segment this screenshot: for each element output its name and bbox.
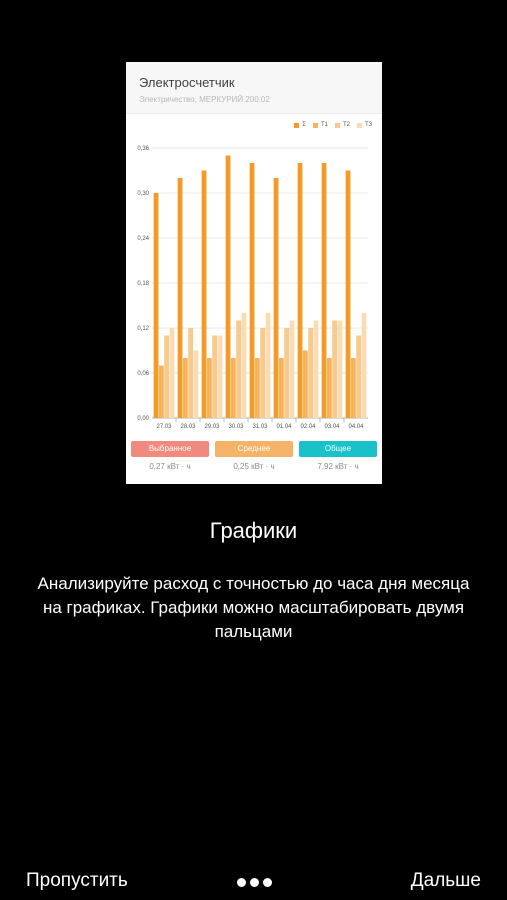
- legend-label-t1: T1: [320, 122, 328, 128]
- bar-sum: [345, 170, 351, 418]
- bar-sum: [225, 155, 231, 418]
- average-button[interactable]: Среднее: [215, 441, 293, 457]
- bar-t2: [284, 328, 290, 418]
- bar-t2: [188, 328, 194, 418]
- bar-t1: [326, 358, 332, 418]
- legend-swatch-sum: [294, 122, 300, 128]
- selected-value: 0,27 кВт · ч: [149, 462, 191, 471]
- selected-button[interactable]: Выбранное: [131, 441, 209, 457]
- x-tick-label: 27.03: [156, 424, 172, 430]
- legend-item-t2: T2: [334, 122, 350, 128]
- y-tick-label: 0,12: [137, 326, 149, 332]
- bar-t3: [313, 320, 319, 418]
- bar-t3: [169, 328, 175, 418]
- bar-t3: [289, 320, 295, 418]
- bar-t1: [182, 358, 188, 418]
- total-button[interactable]: Общее: [299, 441, 377, 457]
- bar-t2: [212, 335, 218, 418]
- consumption-chart[interactable]: 0,00 0,06 0,12 0,18 0,24 0,30 0,36 27.03 28.03 29…: [126, 114, 382, 436]
- bar-t1: [350, 358, 356, 418]
- bottom-navigation: Пропустить Дальше: [0, 866, 507, 896]
- stat-values: 0,27 кВт · ч 0,25 кВт · ч 7,92 кВт · ч: [131, 462, 377, 471]
- bar-t1: [206, 358, 212, 418]
- page-indicator: [237, 878, 272, 887]
- bar-t2: [332, 320, 338, 418]
- page-dot-1[interactable]: [237, 878, 246, 887]
- bar-sum: [321, 163, 327, 418]
- x-tick-label: 02.04: [300, 424, 316, 430]
- chart-legend: Σ T1 T2 T3: [294, 122, 372, 128]
- legend-swatch-t2: [334, 122, 340, 128]
- bar-sum: [273, 178, 279, 418]
- bar-t3: [265, 313, 271, 418]
- bar-t1: [278, 358, 284, 418]
- legend-item-sum: Σ: [294, 122, 306, 128]
- bar-t2: [356, 335, 362, 418]
- x-tick-label: 04.04: [348, 424, 364, 430]
- bar-sum: [249, 163, 255, 418]
- bar-sum: [201, 170, 207, 418]
- x-tick-label: 03.04: [324, 424, 340, 430]
- page-dot-3[interactable]: [263, 878, 272, 887]
- skip-button[interactable]: Пропустить: [26, 870, 128, 891]
- bar-t3: [337, 320, 343, 418]
- page-dot-2[interactable]: [250, 878, 259, 887]
- screen-description: Анализируйте расход с точностью до часа …: [37, 574, 470, 641]
- bar-t3: [217, 335, 223, 418]
- y-tick-label: 0,24: [137, 236, 149, 242]
- bar-t2: [236, 320, 242, 418]
- bar-t1: [254, 358, 260, 418]
- y-tick-label: 0,06: [137, 371, 149, 377]
- bar-t1: [158, 365, 164, 418]
- x-tick-label: 01.04: [276, 424, 292, 430]
- next-button[interactable]: Дальше: [410, 870, 481, 891]
- legend-label-sum: Σ: [302, 122, 306, 128]
- legend-item-t1: T1: [312, 122, 328, 128]
- y-tick-label: 0,00: [137, 416, 149, 422]
- x-tick-label: 30.03: [228, 424, 244, 430]
- bar-t3: [361, 313, 367, 418]
- y-tick-label: 0,18: [137, 281, 149, 287]
- average-value: 0,25 кВт · ч: [233, 462, 275, 471]
- bar-sum: [297, 163, 303, 418]
- bar-sum: [177, 178, 183, 418]
- legend-swatch-t1: [312, 122, 318, 128]
- y-tick-label: 0,36: [137, 146, 149, 152]
- legend-label-t3: T3: [364, 122, 372, 128]
- card-subtitle: Электричество, МЕРКУРИЙ 200.02: [139, 95, 270, 104]
- bar-t3: [193, 350, 199, 418]
- bar-t2: [164, 335, 170, 418]
- x-tick-label: 29.03: [204, 424, 220, 430]
- preview-card: Электросчетчик Электричество, МЕРКУРИЙ 2…: [126, 62, 382, 484]
- x-tick-label: 31.03: [252, 424, 268, 430]
- total-value: 7,92 кВт · ч: [317, 462, 359, 471]
- screen-title: Графики: [209, 518, 298, 543]
- bar-t3: [241, 313, 247, 418]
- legend-item-t3: T3: [356, 122, 372, 128]
- y-tick-label: 0,30: [137, 191, 149, 197]
- bar-t1: [230, 358, 236, 418]
- stat-buttons: Выбранное Среднее Общее: [131, 441, 377, 457]
- bar-sum: [153, 193, 159, 418]
- bar-t1: [302, 350, 308, 418]
- legend-label-t2: T2: [342, 122, 350, 128]
- card-header: Электросчетчик Электричество, МЕРКУРИЙ 2…: [126, 62, 382, 114]
- bar-t2: [260, 328, 266, 418]
- x-tick-label: 28.03: [180, 424, 196, 430]
- bar-t2: [308, 328, 314, 418]
- legend-swatch-t3: [356, 122, 362, 128]
- card-title: Электросчетчик: [139, 75, 235, 90]
